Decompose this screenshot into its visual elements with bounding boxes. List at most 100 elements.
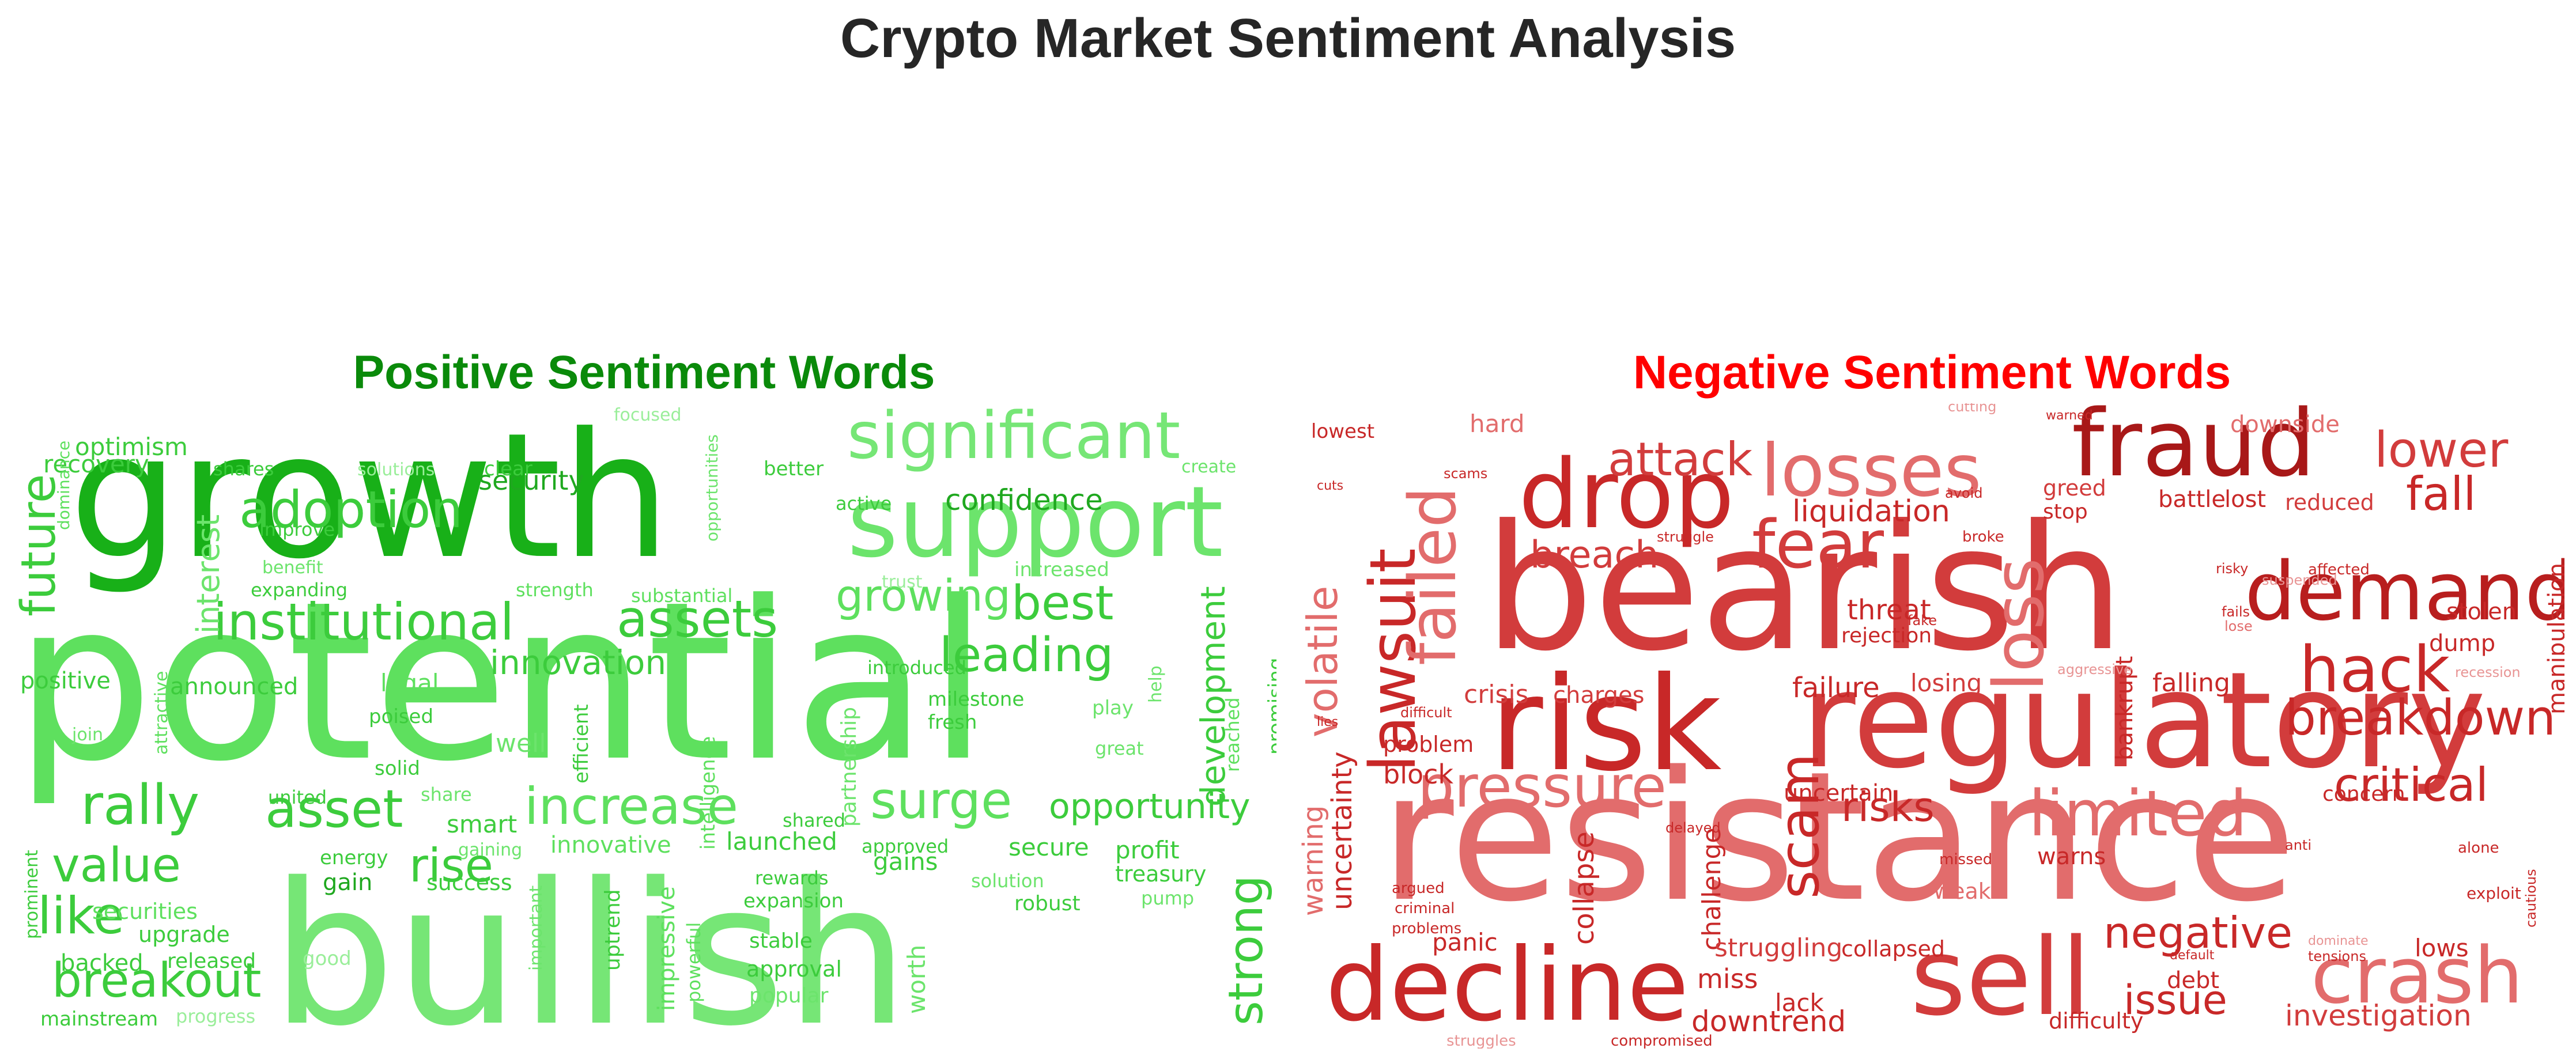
negative-word-difficult: difficult [1400,705,1452,721]
positive-word-gaining: gaining [458,840,522,860]
positive-word-improve: improve [259,519,335,540]
negative-word-debt: debt [2167,967,2219,994]
negative-word-uncertainty: uncertainty [1326,751,1358,910]
negative-word-recession: recession [2455,664,2521,680]
positive-word-promising: promising [1264,658,1276,755]
positive-word-positive: positive [20,668,111,694]
positive-word-support: support [847,466,1223,580]
positive-word-approval: approval [746,956,842,982]
positive-word-like: like [37,886,124,945]
negative-word-weak: weak [1933,879,1991,904]
negative-word-breakdown: breakdown [2285,690,2556,747]
negative-word-risk: risk [1490,649,1722,800]
negative-word-crash: crash [2311,930,2523,1021]
negative-word-downside: downside [2230,411,2340,438]
negative-word-cloud: bearish resistance regulatory risk decline se… [1300,403,2564,1049]
negative-word-affected: affected [2308,561,2370,578]
positive-word-securities: securities [92,899,198,924]
positive-word-profit: profit [1115,836,1180,864]
positive-word-assets: assets [617,589,778,649]
positive-word-join: join [71,725,103,745]
negative-word-struggle: struggle [1657,529,1714,545]
positive-word-solution: solution [971,870,1044,892]
positive-word-energy: energy [320,846,388,869]
positive-word-benefit: benefit [262,558,323,578]
positive-word-expansion: expansion [743,890,844,913]
negative-word-struggles: struggles [1446,1032,1516,1049]
negative-word-investigation: investigation [2285,999,2472,1032]
negative-word-reduced: reduced [2285,490,2374,515]
positive-word-dominance: dominance [54,441,73,530]
negative-word-threat: threat [1847,594,1931,626]
positive-word-bullish: bullish [271,841,909,1049]
negative-word-anti: anti [2285,837,2311,853]
negative-word-failed: failed [1396,487,1471,665]
negative-word-crisis: crisis [1464,680,1529,709]
negative-word-loss: loss [1980,558,2060,691]
negative-word-stop: stop [2043,500,2088,524]
negative-word-default: default [2170,948,2215,963]
positive-word-mainstream: mainstream [40,1008,158,1031]
positive-word-strength: strength [516,579,594,601]
positive-word-asset: asset [265,779,403,839]
negative-word-struggling: struggling [1714,933,1842,963]
positive-word-attractive: attractive [152,671,172,755]
positive-word-secure: secure [1009,833,1089,861]
positive-word-focused: focused [614,405,682,425]
positive-word-treasury: treasury [1115,861,1206,887]
positive-word-value: value [52,838,181,893]
positive-word-significant: significant [847,403,1180,474]
negative-word-exploit: exploit [2467,884,2521,903]
positive-word-uptrend: uptrend [601,889,625,971]
negative-word-stolen: stolen [2446,599,2517,625]
negative-word-lost: lost [2224,486,2266,513]
positive-word-shared: shared [783,809,845,831]
negative-word-lose: lose [2224,618,2253,634]
negative-word-compromised: compromised [1611,1032,1713,1049]
positive-word-play: play [1092,697,1134,720]
negative-word-charges: charges [1553,682,1644,709]
negative-word-attack: attack [1608,433,1753,486]
negative-word-downtrend: downtrend [1691,1005,1846,1038]
negative-word-volatile: volatile [1300,586,1347,737]
negative-word-lack: lack [1775,989,1824,1017]
positive-panel-title: Positive Sentiment Words [353,346,935,399]
positive-word-share: share [421,784,472,805]
positive-word-fresh: fresh [928,711,977,734]
positive-word-optimism: optimism [75,433,188,461]
negative-word-losses: losses [1761,429,1981,513]
positive-word-cloud: growth potential bullish support significant… [12,403,1276,1049]
negative-word-scam: scam [1768,754,1831,899]
positive-word-upgrade: upgrade [138,922,230,947]
positive-word-substantial: substantial [631,585,732,607]
positive-word-poised: poised [369,705,433,728]
negative-word-losing: losing [1910,669,1982,697]
positive-word-create: create [1181,457,1236,477]
positive-word-surge: surge [870,771,1012,830]
positive-word-rise: rise [409,839,493,892]
positive-word-rally: rally [81,774,199,837]
negative-word-regulatory: regulatory [1801,644,2486,798]
negative-word-warned: warned [2046,408,2093,423]
negative-word-avoid: avoid [1945,485,1983,501]
negative-word-liquidation: liquidation [1792,494,1950,529]
negative-word-criminal: criminal [1395,900,1455,917]
negative-word-block: block [1383,759,1453,790]
negative-word-fails: fails [2222,604,2250,620]
positive-word-confidence: confidence [945,483,1103,517]
positive-word-important: important [526,886,546,971]
negative-word-critical: critical [2334,758,2488,812]
positive-word-help: help [1146,665,1166,703]
negative-word-aggressive: aggressive [2057,661,2132,678]
negative-word-hack: hack [2299,633,2450,706]
negative-word-lower: lower [2374,422,2508,479]
positive-word-development: development [1193,586,1233,807]
positive-word-legal: legal [380,669,439,697]
negative-word-collapsed: collapsed [1841,936,1945,962]
positive-word-increased: increased [1014,558,1109,581]
negative-word-bankrupt: bankrupt [2112,656,2138,760]
positive-word-rewards: rewards [755,867,829,889]
positive-word-good: good [303,947,352,970]
positive-word-success: success [426,870,512,895]
positive-word-opportunity: opportunity [1049,786,1251,827]
